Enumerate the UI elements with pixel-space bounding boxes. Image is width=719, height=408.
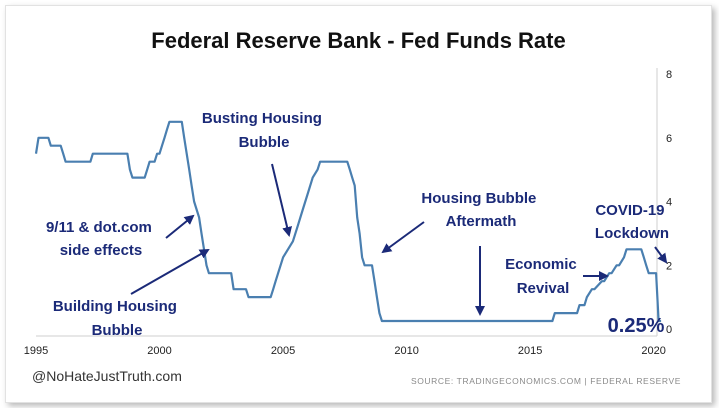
y-tick-labels: 0 2 4 6 8 <box>666 69 672 336</box>
x-tick-label: 2020 <box>641 345 665 357</box>
arrow-covid <box>654 246 668 264</box>
annotation-housing-aftermath: Housing Bubble Aftermath <box>381 190 540 316</box>
annotation-aftermath-line1: Housing Bubble <box>421 190 536 207</box>
annotation-911-dotcom: 9/11 & dot.com side effects <box>46 214 195 259</box>
annotation-911-line2: side effects <box>60 242 143 259</box>
footer-source: SOURCE: TRADINGECONOMICS.COM | FEDERAL R… <box>410 376 681 386</box>
annotation-busting-line2: Bubble <box>239 134 290 151</box>
y-tick-label: 4 <box>666 197 672 209</box>
x-tick-labels: 1995 2000 2005 2010 2015 2020 <box>24 345 666 357</box>
x-tick-label: 2000 <box>147 345 171 357</box>
svg-text:COVID-19 Lockdown: COVID-19 Lockdown <box>595 202 669 242</box>
arrow-aftermath <box>381 221 425 254</box>
fed-funds-rate-line <box>34 120 662 323</box>
annotation-building-line1: Building Housing <box>53 298 177 315</box>
svg-text:9/11 & dot.com side ef: 9/11 & dot.com side effects <box>46 219 156 259</box>
x-tick-label: 2005 <box>271 345 295 357</box>
annotation-final-rate: 0.25% <box>608 315 665 337</box>
annotation-covid: COVID-19 Lockdown <box>595 202 669 264</box>
annotation-covid-line1: COVID-19 <box>595 202 664 219</box>
svg-text:Housing Bubble Afterma: Housing Bubble Aftermath <box>421 190 540 230</box>
y-tick-label: 6 <box>666 133 672 145</box>
annotation-busting-line1: Busting Housing <box>202 110 322 127</box>
chart-title: Federal Reserve Bank - Fed Funds Rate <box>151 28 566 53</box>
annotation-building-line2: Bubble <box>92 322 143 339</box>
x-tick-label: 2010 <box>394 345 418 357</box>
y-tick-label: 0 <box>666 324 672 336</box>
arrow-building <box>130 249 210 295</box>
x-tick-label: 1995 <box>24 345 48 357</box>
fed-funds-chart: 0 2 4 6 8 1995 2000 2005 2010 2015 2020 Busting H… <box>24 68 672 357</box>
annotation-911-line1: 9/11 & dot.com <box>46 219 152 236</box>
svg-text:Building Housing Bubbl: Building Housing Bubble <box>53 298 181 339</box>
arrow-busting <box>271 163 292 237</box>
svg-text:Economic Revival: Economic Revival <box>505 256 581 297</box>
annotation-revival-line1: Economic <box>505 256 577 273</box>
x-tick-label: 2015 <box>518 345 542 357</box>
annotation-revival-line2: Revival <box>517 280 570 297</box>
arrow-911 <box>165 214 195 239</box>
footer-handle: @NoHateJustTruth.com <box>32 368 182 384</box>
annotation-building-housing: Building Housing Bubble <box>53 249 210 339</box>
y-tick-label: 2 <box>666 260 672 272</box>
svg-text:Busting Housing Bubble: Busting Housing Bubble <box>202 110 326 151</box>
annotation-aftermath-line2: Aftermath <box>446 213 517 230</box>
annotation-busting-housing: Busting Housing Bubble <box>202 110 326 237</box>
y-tick-label: 8 <box>666 69 672 81</box>
annotation-economic-revival: Economic Revival <box>505 256 609 297</box>
annotation-covid-line2: Lockdown <box>595 225 669 242</box>
